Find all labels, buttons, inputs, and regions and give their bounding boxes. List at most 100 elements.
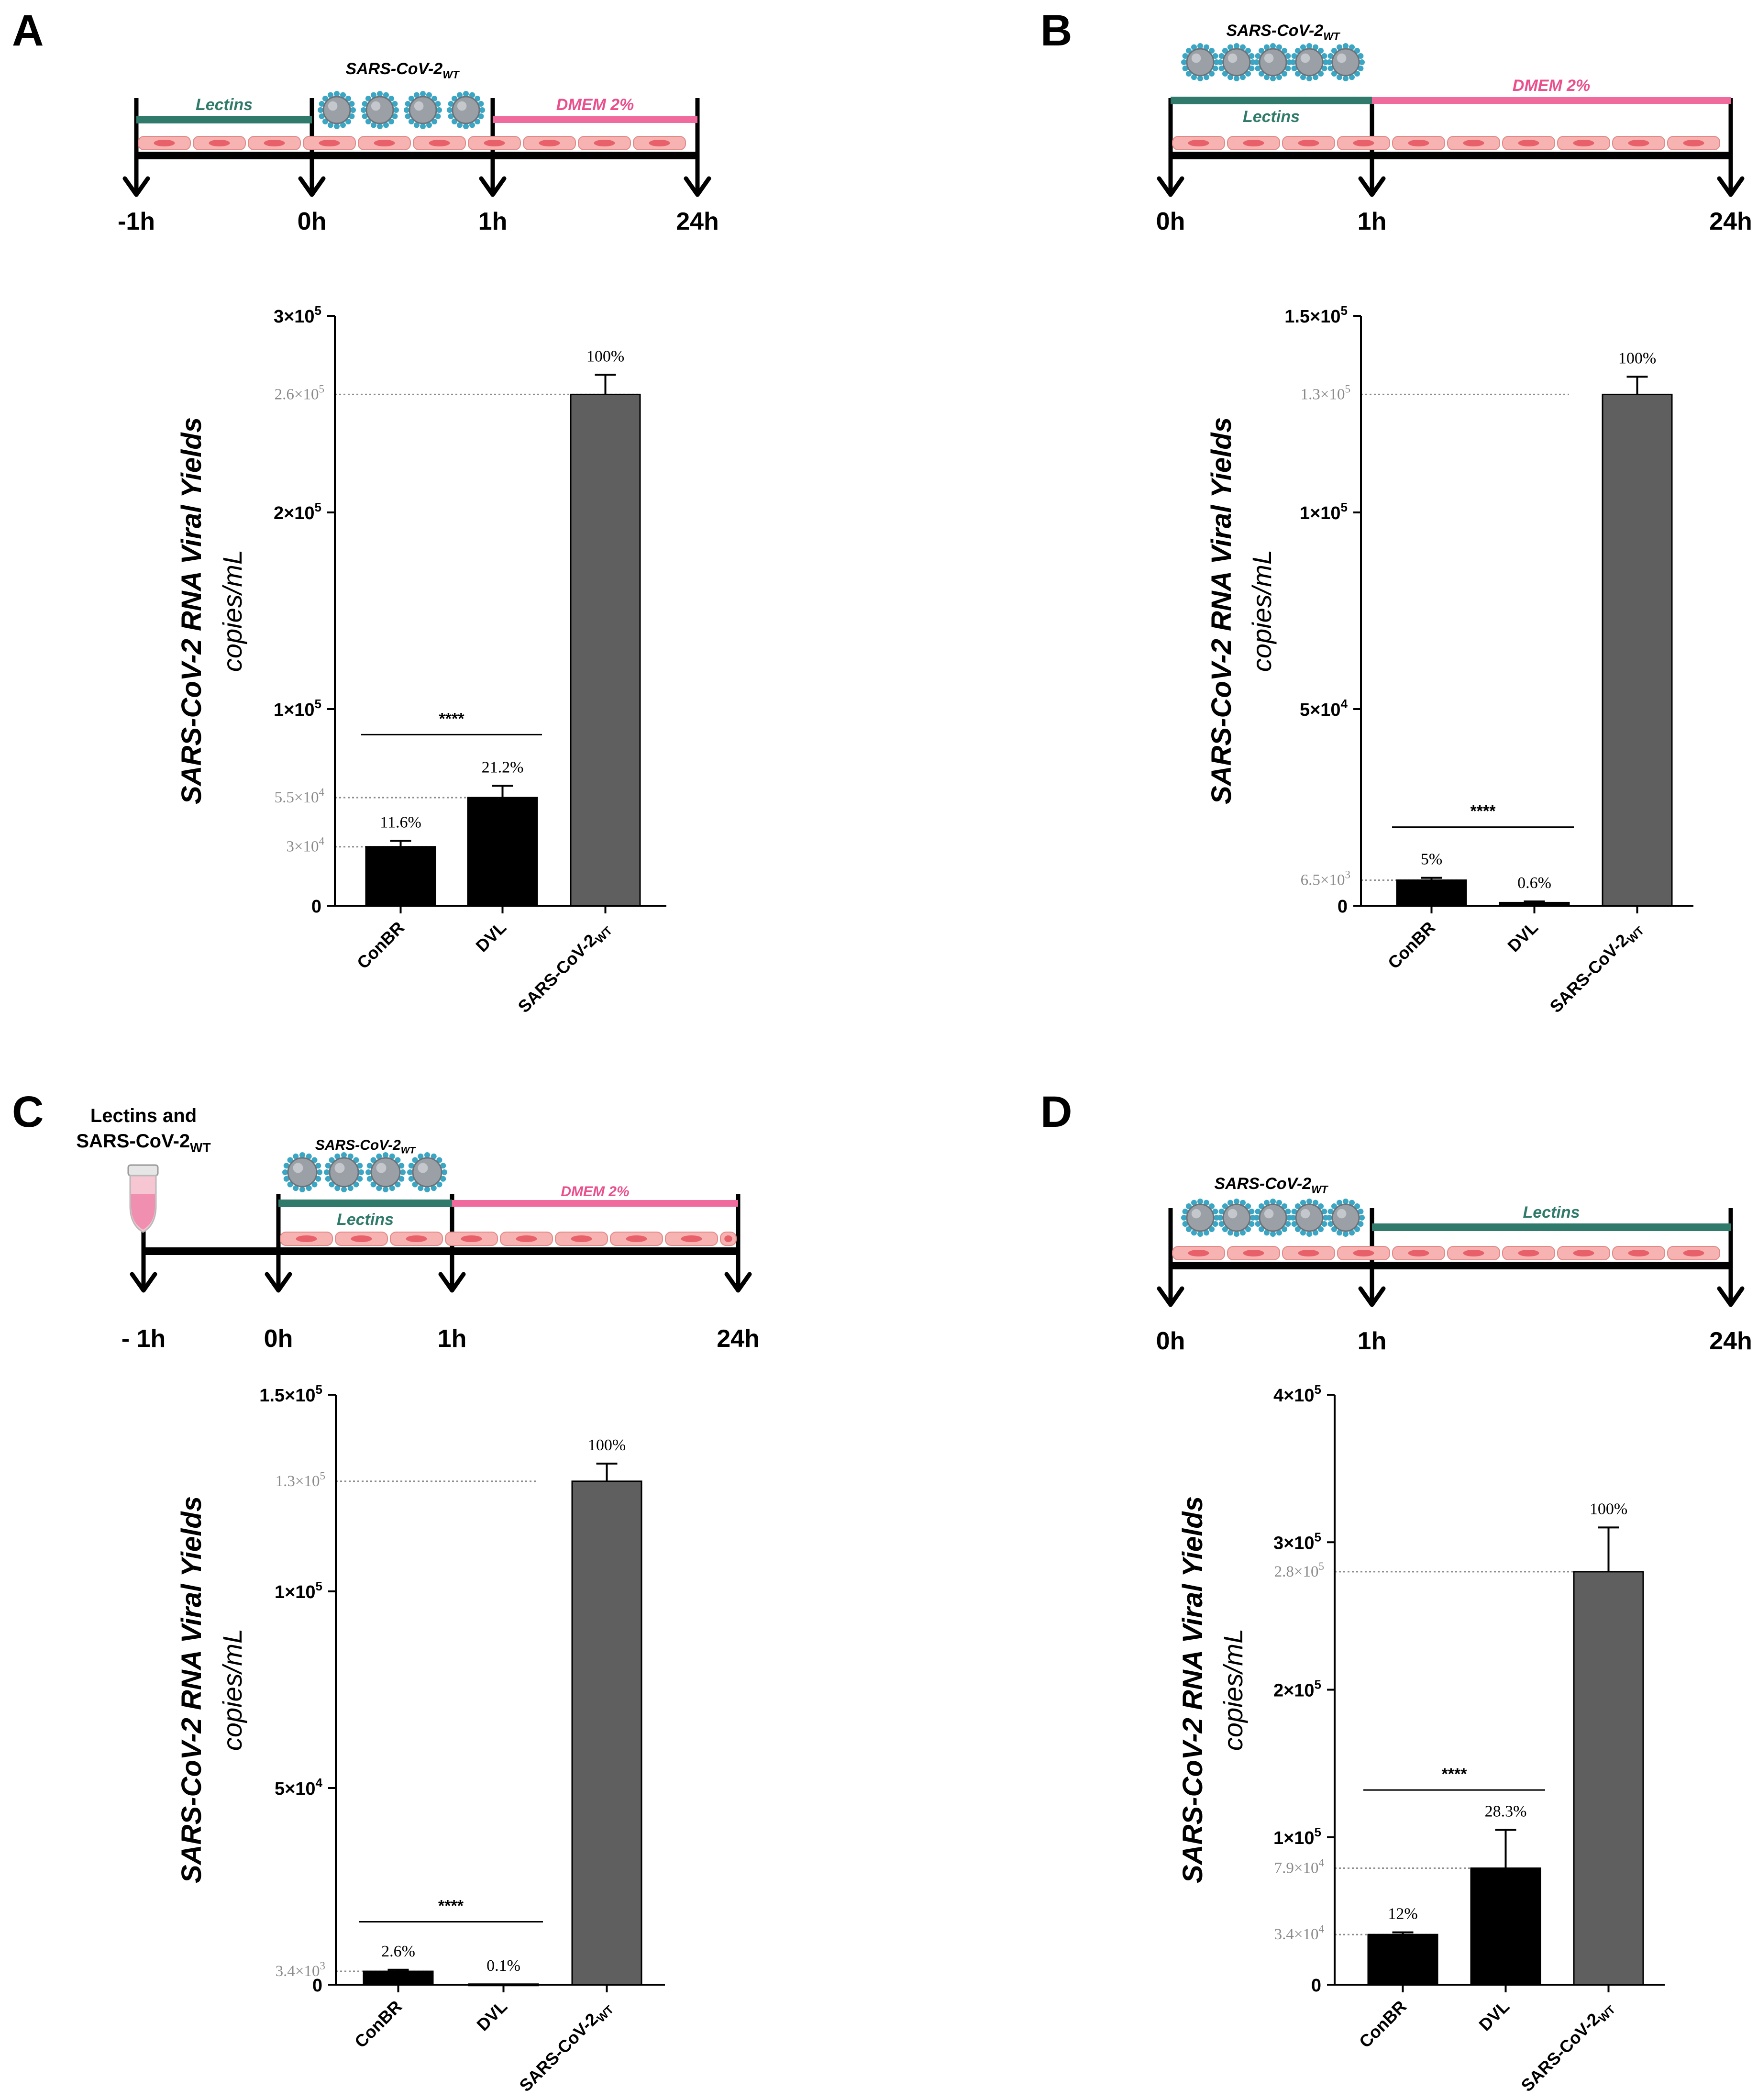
cell-nucleus <box>1188 140 1209 146</box>
virus-spike <box>349 100 355 107</box>
panel-letter-a: A <box>12 6 44 55</box>
virus-spike <box>1313 1200 1319 1206</box>
significance-label: **** <box>1442 1765 1468 1783</box>
virus-spike <box>424 1187 430 1192</box>
virus-icon <box>1217 1199 1256 1237</box>
time-arrow-1 <box>265 1194 292 1293</box>
virus-spike <box>456 92 463 98</box>
x-category-label: SARS-CoV-2WT <box>1517 1996 1618 2097</box>
virus-spike <box>413 122 420 128</box>
virus-spike <box>1321 1208 1327 1214</box>
cell-nucleus <box>571 1235 592 1242</box>
reference-label: 2.8×105 <box>1274 1560 1324 1580</box>
reference-label: 1.3×105 <box>276 1470 325 1490</box>
virus-spike <box>1290 59 1296 65</box>
virus-spike <box>1290 1215 1296 1221</box>
virus-spike <box>1245 47 1251 54</box>
virus-label: SARS-CoV-2WT <box>345 60 460 81</box>
cell-nucleus <box>649 140 670 146</box>
timeline-base <box>136 152 697 159</box>
virus-spike <box>1209 47 1215 54</box>
virus-spike <box>1204 74 1210 80</box>
cell-nucleus <box>351 1235 372 1242</box>
percent-label: 11.6% <box>380 813 421 831</box>
arrow-head <box>1157 1286 1184 1307</box>
virus-spike <box>440 1176 446 1182</box>
cell-nucleus <box>484 140 505 146</box>
virus-spike <box>370 92 376 98</box>
x-category-label: ConBR <box>351 1997 406 2052</box>
virus-spike <box>448 113 454 120</box>
virus-spike <box>370 1181 376 1188</box>
virus-spike <box>1254 59 1260 65</box>
virus-spike <box>1282 1226 1288 1233</box>
y-tick-label: 1×105 <box>1300 500 1348 523</box>
virus-spike <box>388 95 395 101</box>
time-label: 24h <box>717 1325 760 1353</box>
bar-conbr <box>365 846 436 907</box>
bar-sars-cov-2wt <box>571 1480 642 1986</box>
virus-spike <box>340 92 346 98</box>
virus-icon <box>447 91 485 129</box>
virus-label-sub: WT <box>401 1145 416 1156</box>
reference-label-text: 3.4×10 <box>276 1963 320 1980</box>
time-arrow-2 <box>1717 1208 1745 1307</box>
virus-highlight <box>1191 1209 1201 1219</box>
virus-body <box>1222 1203 1251 1232</box>
virus-body <box>365 96 394 124</box>
reference-label-text: 2.8×10 <box>1274 1563 1319 1580</box>
virus-icon <box>1327 43 1365 81</box>
virus-spike <box>478 113 484 120</box>
virus-spike <box>1234 43 1239 49</box>
arrow-head <box>122 176 150 197</box>
cell-nucleus <box>296 1235 317 1242</box>
arrow-head <box>1717 176 1745 197</box>
virus-label-sub: WT <box>1323 31 1341 43</box>
virus-spike <box>1331 71 1337 77</box>
time-label: -1h <box>118 208 155 235</box>
virus-spike <box>349 113 355 120</box>
cell-nucleus <box>1243 140 1264 146</box>
percent-label: 100% <box>588 1436 626 1454</box>
cell-nucleus <box>154 140 175 146</box>
cell-nucleus <box>209 140 230 146</box>
virus-spike <box>451 95 457 101</box>
virus-spike <box>322 95 328 101</box>
reference-label-text: 2.6×10 <box>275 386 319 403</box>
reference-label: 3×104 <box>286 835 324 856</box>
y-tick-label-exp: 5 <box>1341 500 1348 514</box>
virus-spike <box>1318 47 1324 54</box>
virus-spike <box>1327 66 1334 72</box>
y-tick-label-exp: 5 <box>315 303 321 318</box>
y-tick-label: 2×105 <box>1273 1678 1321 1701</box>
virus-spike <box>479 107 485 113</box>
virus-spike <box>1217 59 1223 65</box>
virus-spike <box>408 95 414 101</box>
bar-conbr <box>363 1970 434 1986</box>
virus-spike <box>405 113 411 120</box>
virus-spike <box>1182 1208 1188 1214</box>
virus-spike <box>1300 44 1306 50</box>
virus-spike <box>1354 1203 1360 1209</box>
reference-label: 3.4×104 <box>1274 1923 1325 1943</box>
virus-spike <box>431 119 438 125</box>
tube-liquid <box>131 1194 155 1230</box>
dmem-label: DMEM 2% <box>561 1184 629 1200</box>
virus-spike <box>475 119 481 125</box>
virus-icon <box>1290 1199 1328 1237</box>
significance-label: **** <box>1471 802 1496 821</box>
virus-icon <box>1181 43 1219 81</box>
x-category-label: DVL <box>1475 1997 1513 2035</box>
percent-label: 100% <box>1618 349 1656 367</box>
virus-spike <box>1185 47 1192 54</box>
arrow-head <box>265 1272 292 1293</box>
virus-spike <box>1358 1208 1364 1214</box>
x-category-label: ConBR <box>1384 918 1439 973</box>
virus-spike <box>353 1157 359 1163</box>
bar-dvl <box>1499 901 1570 907</box>
virus-highlight <box>1337 1209 1347 1219</box>
virus-spike <box>1182 1221 1188 1227</box>
percent-label: 12% <box>1388 1905 1417 1923</box>
cell-nucleus <box>1408 1250 1429 1256</box>
virus-highlight <box>457 101 467 111</box>
